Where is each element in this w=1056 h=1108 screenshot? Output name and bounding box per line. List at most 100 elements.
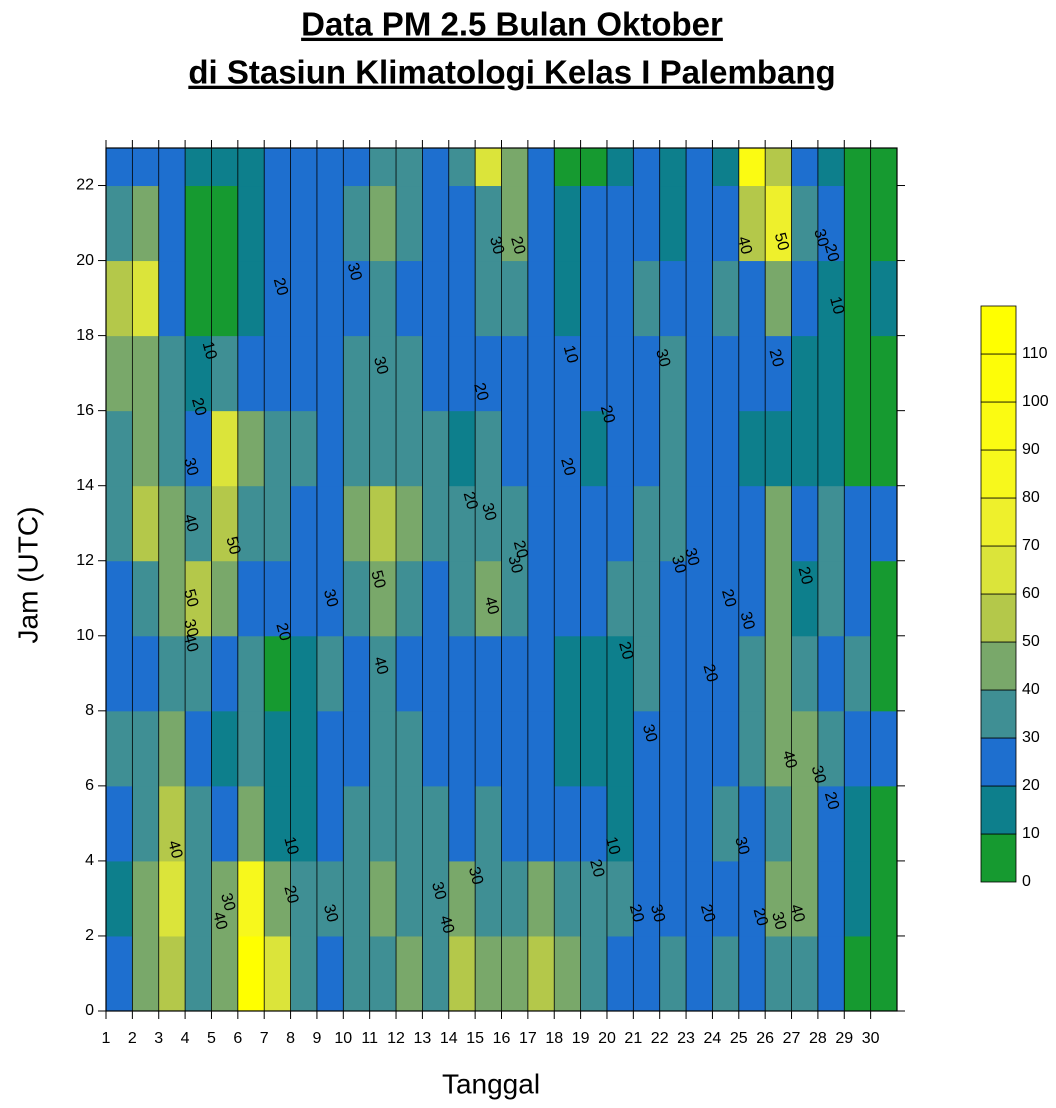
contour-cell — [606, 260, 634, 337]
contour-cell — [686, 148, 713, 187]
contour-cell — [475, 560, 502, 637]
contour-label: 20 — [270, 276, 291, 298]
contour-cell — [448, 148, 476, 187]
colorbar-tick-label: 90 — [1022, 441, 1040, 458]
contour-label: 30 — [217, 891, 238, 913]
contour-label: 20 — [794, 565, 815, 587]
contour-cell — [185, 560, 212, 637]
contour-cell — [633, 635, 661, 712]
contour-cell — [448, 335, 476, 412]
contour-cell — [580, 635, 608, 712]
contour-cell — [264, 860, 292, 937]
contour-cell — [316, 935, 344, 1011]
contour-cell — [396, 710, 423, 787]
contour-cell — [475, 148, 502, 187]
contour-cell — [211, 710, 239, 787]
contour-label: 10 — [826, 295, 847, 317]
contour-cell — [765, 485, 793, 562]
contour-cell — [712, 935, 740, 1011]
contour-label: 30 — [639, 722, 660, 744]
contour-cell — [343, 710, 371, 787]
contour-label: 30 — [428, 880, 449, 902]
contour-cell — [158, 410, 186, 487]
contour-label: 40 — [436, 914, 457, 936]
contour-cell — [422, 260, 450, 337]
colorbar-tick-label: 110 — [1022, 345, 1048, 362]
contour-cell — [106, 260, 133, 337]
contour-cell — [106, 935, 133, 1011]
x-tick-label: 2 — [128, 1030, 137, 1047]
y-tick-label: 16 — [76, 402, 94, 419]
contour-label: 30 — [647, 903, 668, 925]
contour-cell — [422, 335, 450, 412]
contour-cell — [527, 485, 555, 562]
contour-cell — [158, 860, 186, 937]
contour-cell — [422, 710, 450, 787]
contour-cell — [290, 335, 318, 412]
colorbar-tick-label: 0 — [1022, 873, 1031, 890]
y-tick-label: 6 — [85, 777, 94, 794]
contour-cell — [237, 148, 265, 187]
contour-cell — [448, 260, 476, 337]
contour-cell — [659, 148, 687, 187]
contour-cell — [606, 635, 634, 712]
contour-cell — [369, 185, 397, 262]
contour-cell — [158, 785, 186, 862]
contour-cell — [527, 260, 555, 337]
contour-cell — [211, 148, 239, 187]
x-tick-label: 4 — [181, 1030, 190, 1047]
contour-cell — [844, 260, 872, 337]
x-tick-label: 1 — [102, 1030, 111, 1047]
contour-cell — [712, 785, 740, 862]
contour-cell — [448, 410, 476, 487]
contour-cell — [290, 260, 318, 337]
contour-cell — [132, 185, 160, 262]
contour-cell — [343, 410, 371, 487]
contour-cell — [606, 860, 634, 937]
contour-label: 30 — [652, 347, 673, 369]
colorbar-tick-label: 50 — [1022, 633, 1040, 650]
contour-cell — [659, 410, 687, 487]
contour-cell — [132, 410, 160, 487]
contour-cell — [185, 485, 212, 562]
contour-cell — [765, 260, 793, 337]
contour-cell — [264, 635, 292, 712]
contour-label: 20 — [765, 347, 786, 369]
contour-cell — [606, 935, 634, 1011]
contour-cell — [817, 335, 845, 412]
y-tick-label: 14 — [76, 477, 94, 494]
contour-label: 20 — [510, 539, 531, 561]
contour-cell — [475, 635, 502, 712]
contour-cell — [316, 635, 344, 712]
contour-cell — [870, 485, 897, 562]
contour-cell — [422, 560, 450, 637]
colorbar-band — [980, 689, 1017, 739]
contour-cell — [527, 148, 555, 187]
contour-cell — [369, 785, 397, 862]
contour-cell — [686, 635, 713, 712]
colorbar-band — [980, 545, 1017, 595]
contour-cell — [738, 710, 766, 787]
x-tick-label: 30 — [862, 1030, 880, 1047]
contour-cell — [106, 148, 133, 187]
contour-cell — [316, 410, 344, 487]
contour-cell — [185, 860, 212, 937]
contour-cell — [712, 485, 740, 562]
contour-cell — [870, 785, 897, 862]
contour-cell — [633, 560, 661, 637]
y-tick-label: 4 — [85, 852, 94, 869]
contour-cell — [264, 260, 292, 337]
contour-cell — [211, 185, 239, 262]
contour-cell — [422, 410, 450, 487]
colorbar-band — [980, 737, 1017, 787]
contour-cell — [817, 785, 845, 862]
contour-cell — [580, 485, 608, 562]
contour-cell — [554, 785, 582, 862]
contour-cell — [185, 260, 212, 337]
contour-cell — [237, 935, 265, 1011]
contour-cell — [817, 485, 845, 562]
contour-cell — [158, 185, 186, 262]
contour-cell — [396, 185, 423, 262]
contour-cell — [316, 485, 344, 562]
contour-cell — [132, 710, 160, 787]
